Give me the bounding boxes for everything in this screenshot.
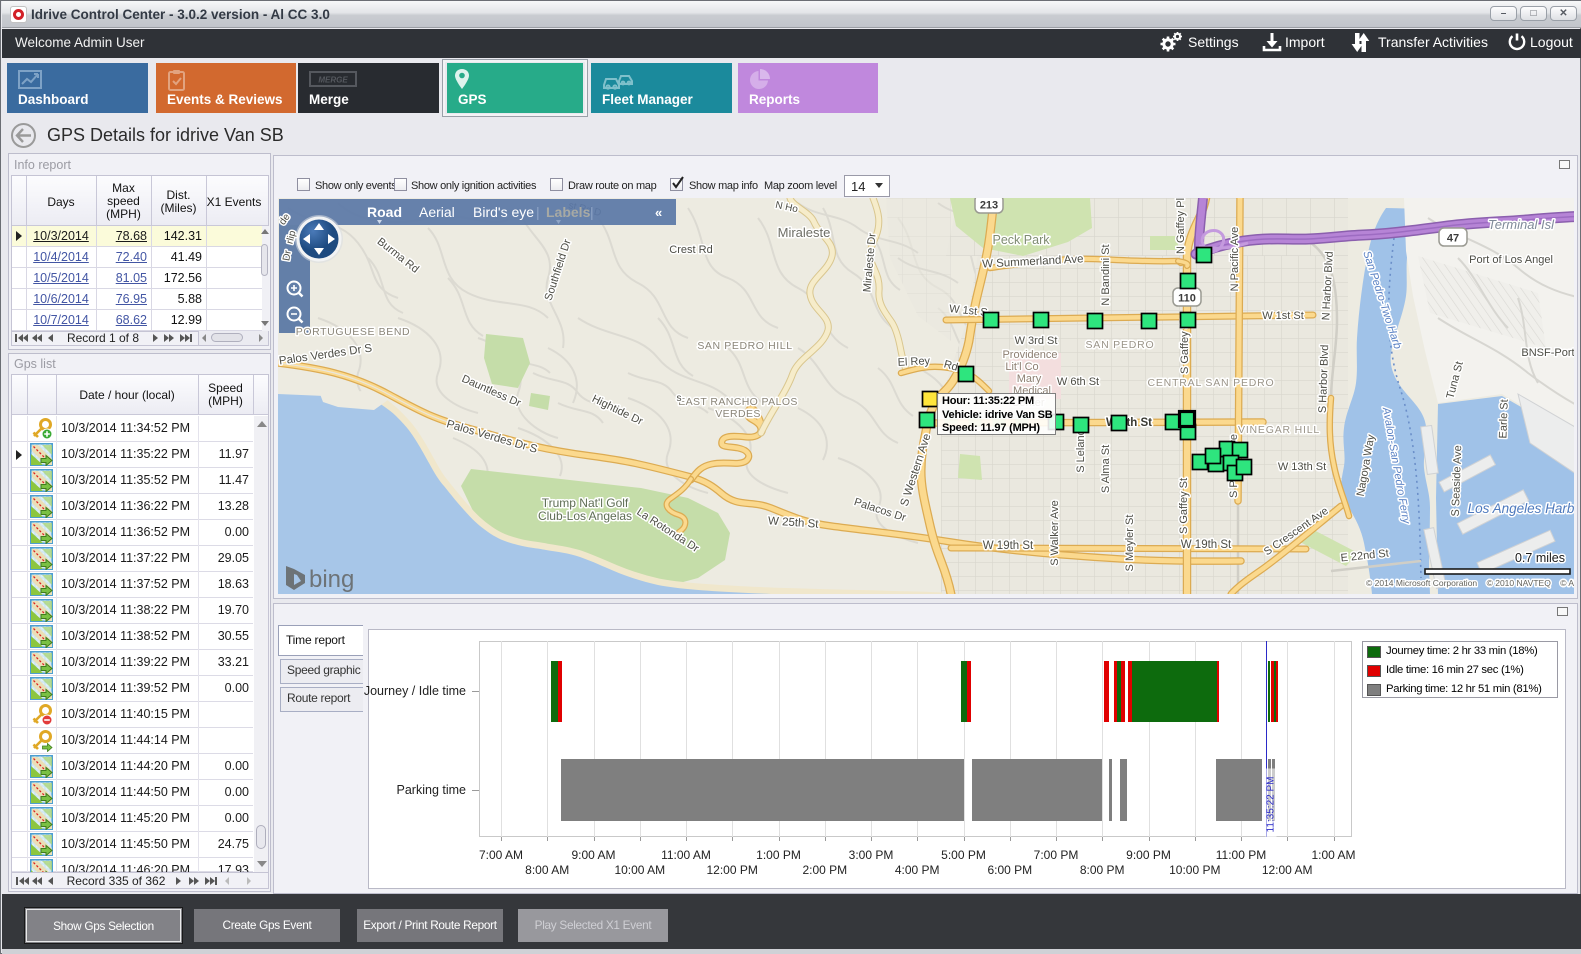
svg-text:«: «	[655, 205, 662, 220]
svg-text:W 1st S: W 1st S	[949, 303, 989, 319]
svg-text:N Gaffey Pl: N Gaffey Pl	[1175, 198, 1187, 254]
svg-text:47: 47	[1447, 233, 1459, 245]
svg-text:rlip: rlip	[285, 229, 299, 245]
svg-text:N Bandini St: N Bandini St	[1100, 244, 1112, 305]
svg-text:W 25th St: W 25th St	[768, 515, 820, 531]
svg-text:Los Angeles Harb: Los Angeles Harb	[1468, 501, 1574, 516]
svg-text:N Pacific Ave: N Pacific Ave	[1229, 227, 1241, 292]
svg-text:W 6th St: W 6th St	[1057, 376, 1099, 388]
svg-text:Port of Los Angel: Port of Los Angel	[1469, 254, 1553, 266]
svg-text:Lit'l Co: Lit'l Co	[1005, 361, 1038, 373]
svg-text:110: 110	[1178, 293, 1196, 305]
svg-text:PORTUGUESE BEND: PORTUGUESE BEND	[296, 326, 410, 338]
svg-text:Bird's eye: Bird's eye	[473, 204, 534, 220]
svg-text:Terminal Isl: Terminal Isl	[1488, 217, 1555, 232]
svg-text:S Gaffey St: S Gaffey St	[1179, 318, 1191, 374]
svg-text:S Harbor Blvd: S Harbor Blvd	[1317, 344, 1331, 413]
svg-text:Earle St: Earle St	[1497, 399, 1510, 439]
svg-text:|: |	[590, 204, 594, 220]
svg-text:Miraleste: Miraleste	[778, 225, 831, 240]
svg-text:S Walker Ave: S Walker Ave	[1049, 500, 1061, 565]
svg-text:W 3rd St: W 3rd St	[1015, 335, 1058, 347]
svg-text:S Seaside Ave: S Seaside Ave	[1450, 445, 1464, 517]
svg-text:© 2014 Microsoft Corporation: © 2014 Microsoft Corporation © 2010 NAVT…	[1366, 578, 1574, 588]
svg-text:W 19th St: W 19th St	[983, 540, 1034, 552]
svg-text:MERGE: MERGE	[318, 76, 348, 85]
svg-text:W 13th St: W 13th St	[1278, 461, 1326, 473]
svg-text:VINEGAR HILL: VINEGAR HILL	[1238, 424, 1320, 436]
svg-text:Road: Road	[367, 204, 402, 220]
svg-text:|: |	[536, 204, 540, 220]
svg-text:E 22nd St: E 22nd St	[1340, 548, 1389, 565]
svg-text:0.7 miles: 0.7 miles	[1515, 551, 1565, 565]
svg-text:W 1st St: W 1st St	[1262, 310, 1304, 322]
svg-text:BNSF-Port: BNSF-Port	[1521, 347, 1574, 359]
svg-text:Providence: Providence	[1002, 349, 1057, 361]
svg-text:El Rey: El Rey	[897, 355, 930, 369]
svg-text:s: s	[677, 393, 682, 404]
svg-text:S Leland: S Leland	[1075, 429, 1087, 472]
svg-text:Rd: Rd	[942, 358, 959, 373]
svg-text:Crest Rd: Crest Rd	[669, 244, 712, 256]
svg-text:N Harbor Blvd: N Harbor Blvd	[1320, 251, 1336, 321]
svg-text:S Alma St: S Alma St	[1100, 445, 1112, 493]
svg-text:Club-Los Angelas: Club-Los Angelas	[538, 509, 632, 523]
svg-text:Peck Park: Peck Park	[993, 233, 1051, 247]
svg-text:SAN PEDRO: SAN PEDRO	[1085, 339, 1154, 351]
svg-text:Labels: Labels	[546, 204, 591, 220]
svg-text:EAST RANCHO PALOS: EAST RANCHO PALOS	[678, 396, 798, 408]
svg-text:bing: bing	[309, 566, 354, 593]
svg-text:CENTRAL SAN PEDRO: CENTRAL SAN PEDRO	[1148, 377, 1275, 389]
svg-text:Trump Nat'l Golf: Trump Nat'l Golf	[542, 496, 629, 510]
svg-text:Mary: Mary	[1017, 373, 1042, 385]
svg-text:S Gaffey St: S Gaffey St	[1178, 478, 1190, 534]
svg-text:Dr: Dr	[281, 249, 294, 262]
svg-text:213: 213	[980, 200, 998, 212]
svg-text:S Meyler St: S Meyler St	[1124, 515, 1136, 572]
svg-text:VERDES: VERDES	[715, 408, 761, 420]
svg-text:Aerial: Aerial	[419, 204, 455, 220]
svg-text:SAN PEDRO HILL: SAN PEDRO HILL	[697, 340, 792, 352]
svg-text:W 19th St: W 19th St	[1181, 539, 1232, 551]
